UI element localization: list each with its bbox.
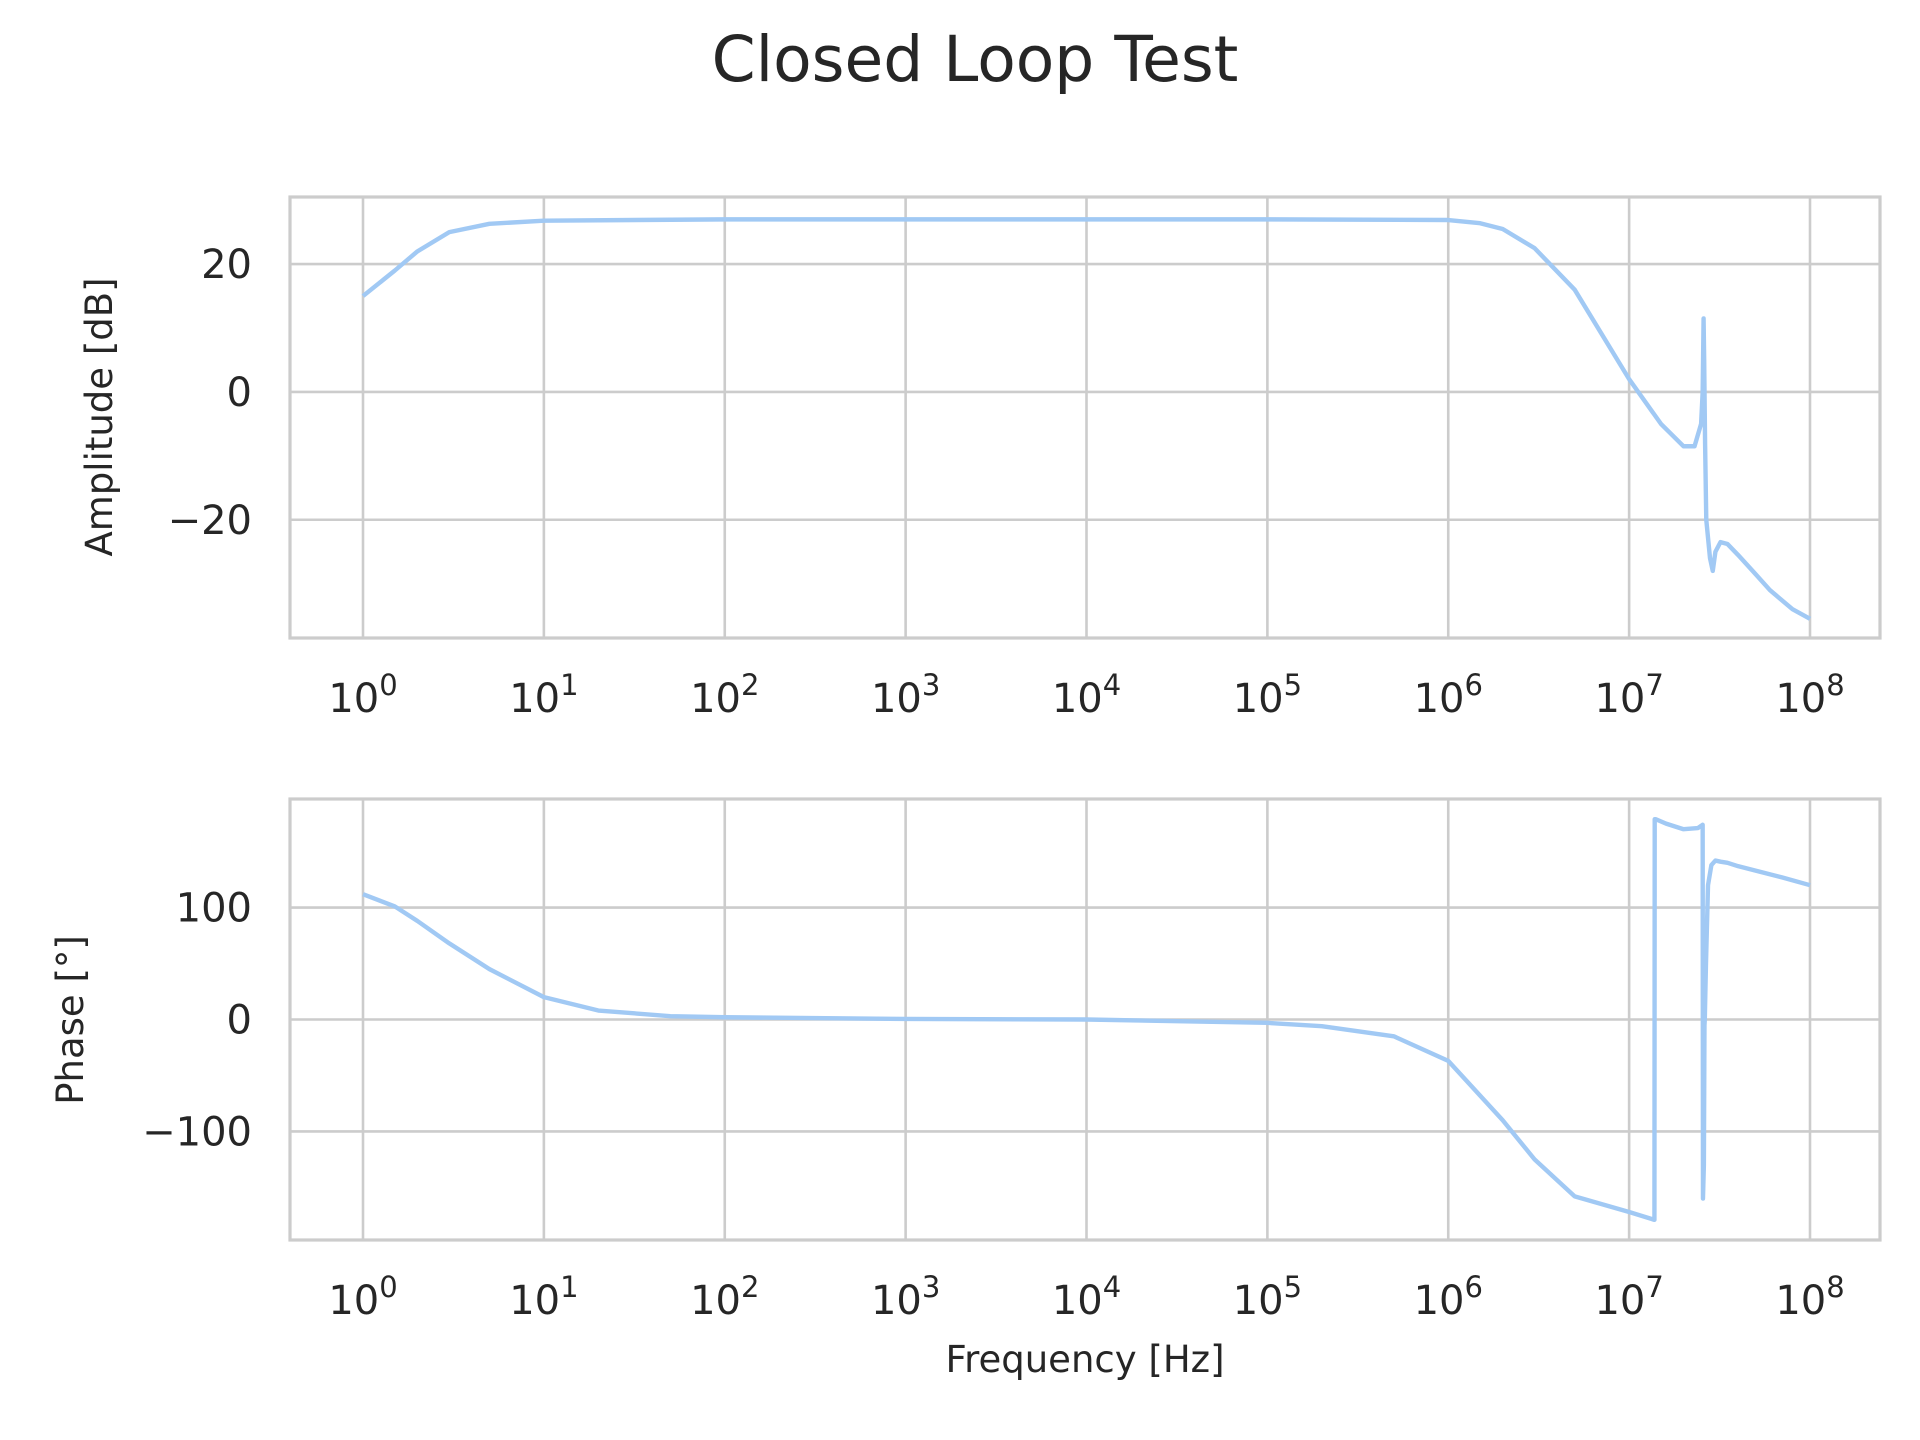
amplitude-x-tick-label: 105 — [1233, 668, 1302, 722]
chart-title: Closed Loop Test — [712, 23, 1239, 96]
phase-x-axis-label: Frequency [Hz] — [945, 1338, 1224, 1381]
phase-x-tick-label: 105 — [1233, 1270, 1302, 1324]
amplitude-y-tick-label: −20 — [168, 498, 252, 544]
amplitude-x-tick-label: 100 — [328, 668, 397, 722]
phase-x-tick-label: 104 — [1052, 1270, 1121, 1324]
amplitude-x-tick-label: 107 — [1594, 668, 1663, 722]
amplitude-panel: 100 101 102 103 104 105 106 107 108 −20 0 20 Amplitu… — [78, 195, 1882, 722]
phase-y-tick-label: 0 — [227, 998, 252, 1044]
phase-y-axis-label: Phase [°] — [49, 935, 92, 1105]
phase-y-tick-label: −100 — [142, 1109, 252, 1155]
amplitude-x-tick-label: 108 — [1775, 668, 1844, 722]
phase-x-tick-label: 108 — [1775, 1270, 1844, 1324]
amplitude-series-line — [361, 217, 1812, 621]
phase-x-tick-label: 103 — [871, 1270, 940, 1324]
amplitude-x-tick-label: 106 — [1414, 668, 1483, 722]
amplitude-x-tick-label: 104 — [1052, 668, 1121, 722]
amplitude-y-tick-label: 20 — [201, 242, 252, 288]
amplitude-axes-frame — [288, 195, 1882, 640]
amplitude-x-tick-label: 101 — [509, 668, 578, 722]
amplitude-y-tick-label: 0 — [227, 370, 252, 416]
amplitude-x-tick-label: 102 — [690, 668, 759, 722]
amplitude-x-tick-label: 103 — [871, 668, 940, 722]
phase-y-tick-label: 100 — [176, 886, 252, 932]
phase-x-tick-label: 107 — [1594, 1270, 1663, 1324]
phase-x-tick-label: 101 — [509, 1270, 578, 1324]
phase-panel: 100 101 102 103 104 105 106 107 108 −100 0 100 Phase… — [49, 797, 1882, 1381]
phase-x-tick-label: 106 — [1414, 1270, 1483, 1324]
amplitude-y-axis-label: Amplitude [dB] — [78, 277, 121, 556]
phase-series-line — [362, 816, 1811, 1223]
phase-axes-frame — [288, 797, 1882, 1242]
phase-x-tick-label: 102 — [690, 1270, 759, 1324]
phase-x-tick-label: 100 — [328, 1270, 397, 1324]
